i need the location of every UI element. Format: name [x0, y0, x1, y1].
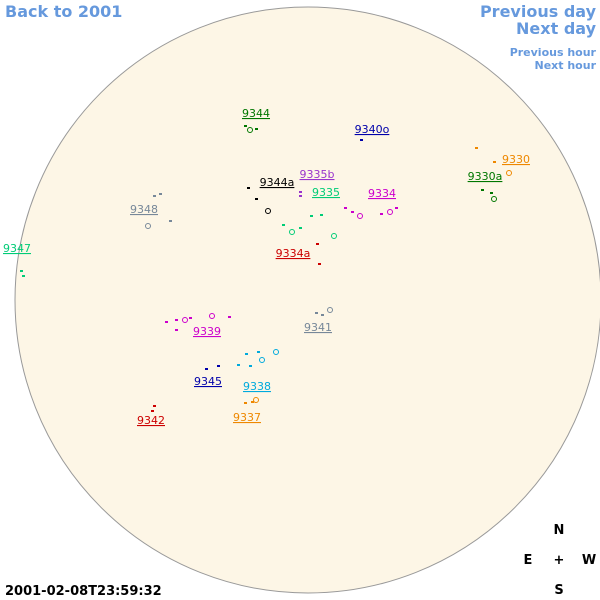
region-label: 9338 [243, 380, 271, 393]
sunspot [491, 196, 497, 202]
sunspot [165, 321, 168, 323]
sunspot [265, 208, 271, 214]
sunspot [299, 195, 302, 197]
sunspot [247, 127, 253, 133]
timestamp: 2001-02-08T23:59:32 [5, 584, 162, 599]
solar-disk [14, 6, 600, 594]
next-day-link[interactable]: Next day [516, 19, 597, 38]
region-label: 9335 [312, 186, 340, 199]
region-label: 9330 [502, 153, 530, 166]
sunspot [493, 161, 496, 163]
region-label: 9330a [468, 170, 503, 183]
region-label: 9347 [3, 242, 31, 255]
sunspot [189, 317, 192, 319]
sunspot [151, 410, 154, 412]
region-label: 9348 [130, 203, 158, 216]
sunspot [395, 207, 398, 209]
sunspot [273, 349, 279, 355]
sunspot [245, 353, 248, 355]
sunspot [475, 147, 478, 149]
compass-west: W [582, 553, 596, 568]
sunspot [316, 243, 319, 245]
sunspot [244, 402, 247, 404]
sunspot [282, 224, 285, 226]
sunspot [259, 357, 265, 363]
region-label: 9344 [242, 107, 270, 120]
sunspot [182, 317, 188, 323]
region-label: 9345 [194, 375, 222, 388]
sunspot [145, 223, 151, 229]
compass-center: + [554, 553, 565, 568]
sunspot [251, 401, 254, 403]
region-label: 9340o [355, 123, 390, 136]
sunspot [237, 364, 240, 366]
sunspot [351, 211, 354, 213]
sunspot [318, 263, 321, 265]
sunspot [320, 214, 323, 216]
sunspot [159, 193, 162, 195]
sunspot [153, 405, 156, 407]
sunspot [380, 213, 383, 215]
sunspot [289, 229, 295, 235]
sunspot [175, 329, 178, 331]
region-label: 9335b [300, 168, 335, 181]
previous-day-link[interactable]: Previous day [480, 2, 597, 21]
sunspot [321, 314, 324, 316]
sunspot [205, 368, 208, 370]
region-label: 9334 [368, 187, 396, 200]
sunspot [344, 207, 347, 209]
sunspot [217, 365, 220, 367]
sunspot [327, 307, 333, 313]
region-label: 9334a [276, 247, 311, 260]
sunspot [153, 195, 156, 197]
compass-north: N [554, 523, 565, 538]
region-label: 9337 [233, 411, 261, 424]
sunspot [315, 312, 318, 314]
sunspot [244, 125, 247, 127]
sunspot [387, 209, 393, 215]
compass-east: E [524, 553, 533, 568]
sunspot [209, 313, 215, 319]
sunspot [255, 198, 258, 200]
previous-hour-link[interactable]: Previous hour [510, 46, 597, 59]
sunspot [299, 227, 302, 229]
sunspot [481, 189, 484, 191]
sunspot [257, 351, 260, 353]
sunspot [299, 191, 302, 193]
next-hour-link[interactable]: Next hour [535, 59, 597, 72]
sunspot [490, 192, 493, 194]
sunspot [357, 213, 363, 219]
sunspot [249, 365, 252, 367]
sunspot [310, 215, 313, 217]
compass-south: S [554, 583, 563, 598]
region-label: 9339 [193, 325, 221, 338]
sunspot [255, 128, 258, 130]
sunspot [22, 275, 25, 277]
sunspot [253, 397, 259, 403]
region-label: 9344a [260, 176, 295, 189]
sunspot [228, 316, 231, 318]
back-link[interactable]: Back to 2001 [5, 2, 122, 21]
sunspot [169, 220, 172, 222]
sunspot [247, 187, 250, 189]
sunspot [360, 139, 363, 141]
region-label: 9342 [137, 414, 165, 427]
sunspot [175, 319, 178, 321]
sunspot [506, 170, 512, 176]
sunspot [20, 270, 23, 272]
sunspot [331, 233, 337, 239]
region-label: 9341 [304, 321, 332, 334]
